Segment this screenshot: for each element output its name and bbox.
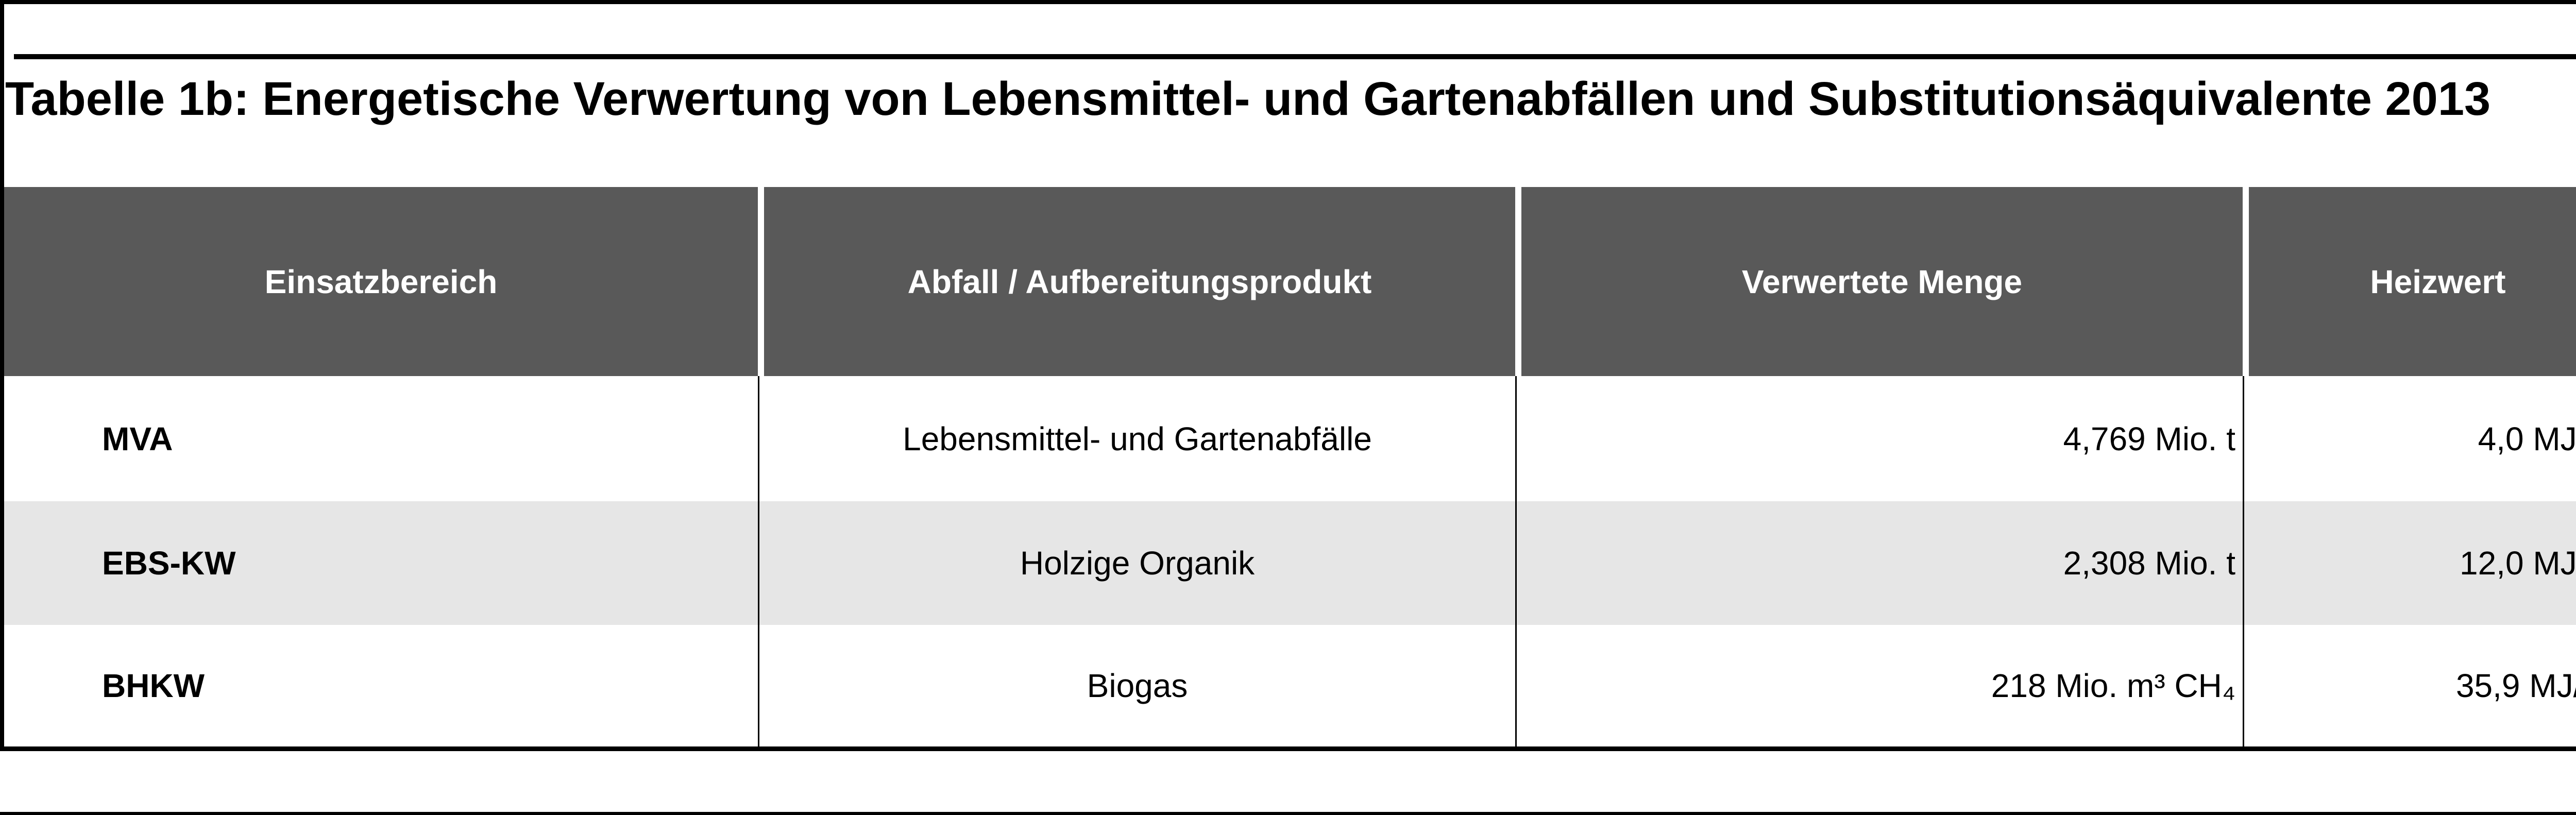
column-header-verwertete-menge: Verwertete Menge xyxy=(1515,187,2243,376)
cell-verwertete-menge: 4,769 Mio. t xyxy=(1515,376,2243,501)
column-header-abfall-aufbereitungsprodukt: Abfall / Aufbereitungsprodukt xyxy=(758,187,1515,376)
cell-einsatzbereich: MVA xyxy=(102,420,173,457)
table-row-bhkw: BHKW Biogas 218 Mio. m³ CH₄ 35,9 MJ/m³ S… xyxy=(4,625,2576,746)
frame-border-bottom xyxy=(0,812,2576,815)
cell-verwertete-menge: 2,308 Mio. t xyxy=(1515,501,2243,625)
data-table: Einsatzbereich Abfall / Aufbereitungspro… xyxy=(4,187,2576,746)
table-row-mva: MVA Lebensmittel- und Gartenabfälle 4,76… xyxy=(4,376,2576,501)
column-header-heizwert: Heizwert xyxy=(2243,187,2576,376)
table-header-row: Einsatzbereich Abfall / Aufbereitungspro… xyxy=(4,187,2576,376)
table-row-ebs-kw: EBS-KW Holzige Organik 2,308 Mio. t 12,0… xyxy=(4,501,2576,625)
frame-border-top xyxy=(0,0,2576,4)
title-top-rule xyxy=(14,54,2576,59)
cell-einsatzbereich: BHKW xyxy=(102,667,205,704)
column-header-einsatzbereich: Einsatzbereich xyxy=(4,187,758,376)
cell-abfall: Lebensmittel- und Gartenabfälle xyxy=(758,376,1515,501)
table-title: Tabelle 1b: Energetische Verwertung von … xyxy=(5,73,2491,125)
cell-abfall: Holzige Organik xyxy=(758,501,1515,625)
cell-heizwert: 12,0 MJ/kg xyxy=(2243,501,2576,625)
cell-einsatzbereich: EBS-KW xyxy=(4,501,758,625)
cell-heizwert: 4,0 MJ/kg xyxy=(2243,376,2576,501)
table-bottom-border xyxy=(0,746,2576,751)
cell-verwertete-menge: 218 Mio. m³ CH₄ xyxy=(1515,625,2243,746)
cell-abfall: Biogas xyxy=(758,625,1515,746)
frame-border-left xyxy=(0,0,4,751)
cell-heizwert: 35,9 MJ/m³ xyxy=(2243,625,2576,746)
